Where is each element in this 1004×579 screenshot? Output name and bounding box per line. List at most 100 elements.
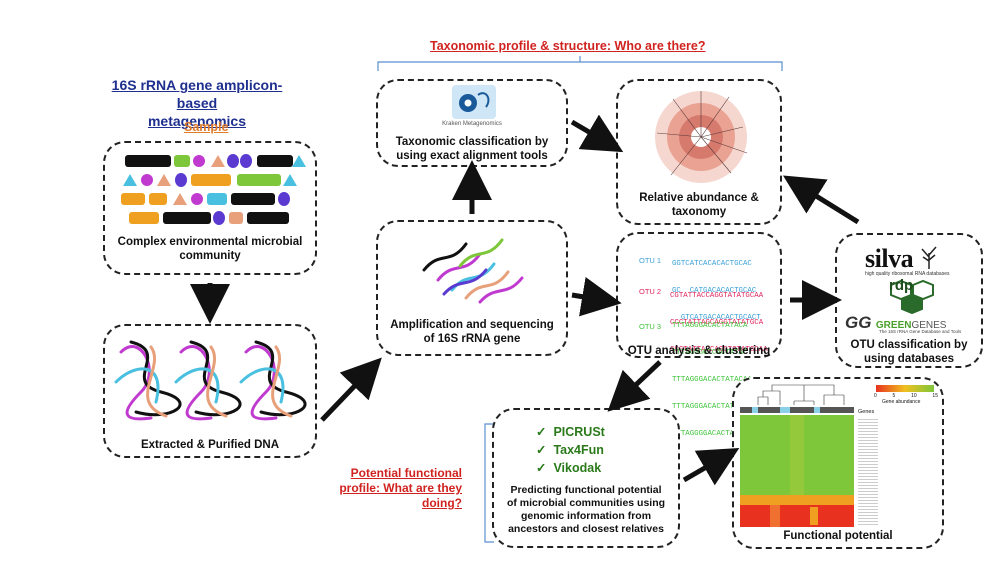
relative-abundance-caption-line1: Relative abundance & — [639, 192, 759, 204]
functional-header-line3: doing? — [422, 496, 462, 510]
relative-abundance-box: Relative abundance & taxonomy — [616, 79, 782, 225]
rdp-hexagon-icon — [890, 279, 934, 315]
diagram-title-line2: metagenomics — [147, 113, 247, 129]
otu3-seq-1: TTTAGGGACACTATACA — [672, 322, 748, 330]
functional-tools-caption: Predicting functional potential of micro… — [494, 484, 678, 536]
databases-caption-line1: OTU classification by — [850, 339, 968, 351]
arrow-databases-to-relative — [783, 175, 860, 225]
amplicon-reads-illustration — [422, 238, 524, 304]
functional-header-line2: profile: What are they — [339, 481, 462, 495]
community-caption: Complex environmental microbial communit… — [105, 235, 315, 263]
otu-caption: OTU analysis & clustering — [627, 345, 771, 357]
legend-tick: 10 — [911, 393, 917, 399]
community-caption-line2: community — [179, 250, 241, 262]
amplification-caption-line2: of 16S rRNA gene — [423, 333, 521, 345]
arrow-functional-to-heatmap — [682, 447, 740, 486]
silva-logo-text: silva — [865, 244, 914, 273]
functional-tools-caption-line1: Predicting functional potential — [510, 484, 662, 496]
check-icon: ✓ — [536, 461, 547, 475]
community-caption-line1: Complex environmental microbial — [117, 236, 303, 248]
otu1-seq-2: GC CATGACACACTGCAC — [672, 287, 757, 295]
functional-tools-box: ✓ PICRUSt ✓ Tax4Fun ✓ Vikodak Predicting… — [492, 408, 680, 548]
functional-tools-caption-line3: genomic information from — [520, 510, 652, 522]
diagram-title-line1: 16S rRNA gene amplicon-based — [111, 77, 283, 111]
check-icon: ✓ — [536, 443, 547, 457]
databases-caption-line2: using databases — [863, 353, 955, 365]
taxonomic-header: Taxonomic profile & structure: Who are t… — [430, 39, 706, 53]
otu2-label: OTU 2 — [639, 287, 662, 296]
otu3-seq-5: TTTAGGGGACACTATACAA — [672, 430, 757, 438]
dendrogram-icon — [757, 384, 845, 405]
gene-labels-column — [858, 417, 878, 527]
relative-abundance-caption-line2: taxonomy — [671, 206, 727, 218]
legend-ticks: 0 5 10 15 — [874, 393, 938, 399]
greengenes-gg: GG — [845, 313, 872, 332]
tool-picrust: ✓ PICRUSt — [536, 424, 605, 439]
otu3-sequences: TTTAGGGACACTATACA TTTAGGGGTCACTATAC TTTA… — [672, 304, 756, 457]
functional-header-line1: Potential functional — [350, 466, 462, 480]
otu3-seq-3: TTTAGGGACACTATACAA — [672, 376, 752, 384]
dna-caption: Extracted & Purified DNA — [140, 439, 280, 451]
legend-label: Gene abundance — [882, 399, 921, 405]
greengenes-logo: GG GREENGENES The 16S rRNA Gene Database… — [845, 313, 981, 334]
amplification-box: Amplification and sequencing of 16S rRNA… — [376, 220, 568, 356]
otu3-seq-2: TTTAGGGGTCACTATAC — [672, 349, 748, 357]
relative-abundance-caption: Relative abundance & taxonomy — [618, 191, 780, 219]
otu2-seq-2: CCCTATTAGCAGGTATATGCA — [670, 319, 764, 327]
silva-subtitle: high quality ribosomal RNA databases — [865, 271, 950, 277]
dna-box: Extracted & Purified DNA — [103, 324, 317, 458]
otu3-label: OTU 3 — [639, 322, 662, 331]
otu1-seq-1: GGTCATCACACACTGCAC — [672, 260, 752, 268]
dna-strands-illustration — [114, 340, 307, 421]
kraken-logo-icon — [452, 85, 496, 119]
kraken-caption-line1: Taxonomic classification by — [395, 136, 549, 148]
otu-box: OTU 1 GGTCATCACACACTGCAC GC CATGACACACTG… — [616, 232, 782, 438]
otu1-sequences: GGTCATCACACACTGCAC GC CATGACACACTGCAC GT… — [672, 242, 761, 341]
tool-vikodak: ✓ Vikodak — [536, 460, 601, 475]
databases-box: silva high quality ribosomal RNA databas… — [835, 233, 983, 368]
arrow-otu-to-functional — [607, 360, 662, 412]
otu1-label: OTU 1 — [639, 256, 662, 265]
kraken-caption: Taxonomic classification by using exact … — [378, 135, 566, 163]
legend-tick: 0 — [874, 393, 877, 399]
tool-tax4fun-label: Tax4Fun — [553, 443, 604, 457]
heatmap-caption: Functional potential — [783, 530, 893, 542]
tool-tax4fun: ✓ Tax4Fun — [536, 442, 604, 457]
otu1-seq-3: GTCATGACACACTGCACT — [672, 314, 761, 322]
amplification-caption-line1: Amplification and sequencing — [390, 319, 554, 331]
community-box: Complex environmental microbial communit… — [103, 141, 317, 275]
kraken-caption-line2: using exact alignment tools — [396, 150, 548, 162]
legend-tick: 5 — [892, 393, 896, 399]
functional-tools-caption-line2: of microbial communities using — [506, 497, 666, 509]
otu2-sequences: CGTATTACCAGGTATATGCAA CCCTATTAGCAGGTATAT… — [670, 274, 768, 373]
tool-picrust-label: PICRUSt — [553, 425, 605, 439]
functional-tools-caption-line4: ancestors and closest relatives — [508, 523, 664, 535]
kraken-box: Kraken Metagenomics Taxonomic classifica… — [376, 79, 568, 167]
check-icon: ✓ — [536, 425, 547, 439]
amplification-caption: Amplification and sequencing of 16S rRNA… — [378, 318, 566, 346]
diagram-title: 16S rRNA gene amplicon-based metagenomic… — [92, 76, 302, 130]
greengenes-green: GREEN — [875, 320, 912, 331]
greengenes-genes: GENES — [911, 320, 947, 331]
silva-logo: silva high quality ribosomal RNA databas… — [865, 243, 965, 277]
heatmap-matrix — [740, 407, 854, 527]
rdp-logo: rdp — [883, 277, 943, 315]
genes-column-header: Genes — [858, 409, 875, 415]
phylogenetic-tree-icon — [655, 91, 748, 183]
functional-header: Potential functional profile: What are t… — [322, 466, 462, 511]
greengenes-subtitle: The 16S rRNA Gene Database and Tools — [879, 329, 962, 334]
otu2-seq-3: CCGTATTAGCAGGTGTATGCAA — [670, 346, 768, 354]
heatmap-box: 0 5 10 15 Gene abundance Genes Functiona… — [732, 377, 944, 549]
legend-tick: 15 — [932, 393, 938, 399]
tool-vikodak-label: Vikodak — [553, 461, 602, 475]
databases-caption: OTU classification by using databases — [837, 338, 981, 366]
arrow-dna-to-amplification — [320, 357, 382, 422]
arrow-kraken-to-relative — [570, 114, 624, 153]
silva-tree-icon — [920, 246, 937, 269]
otu2-seq-1: CGTATTACCAGGTATATGCAA — [670, 292, 764, 300]
microbial-community-illustration — [121, 154, 306, 225]
rdp-logo-text: rdp — [889, 277, 914, 294]
